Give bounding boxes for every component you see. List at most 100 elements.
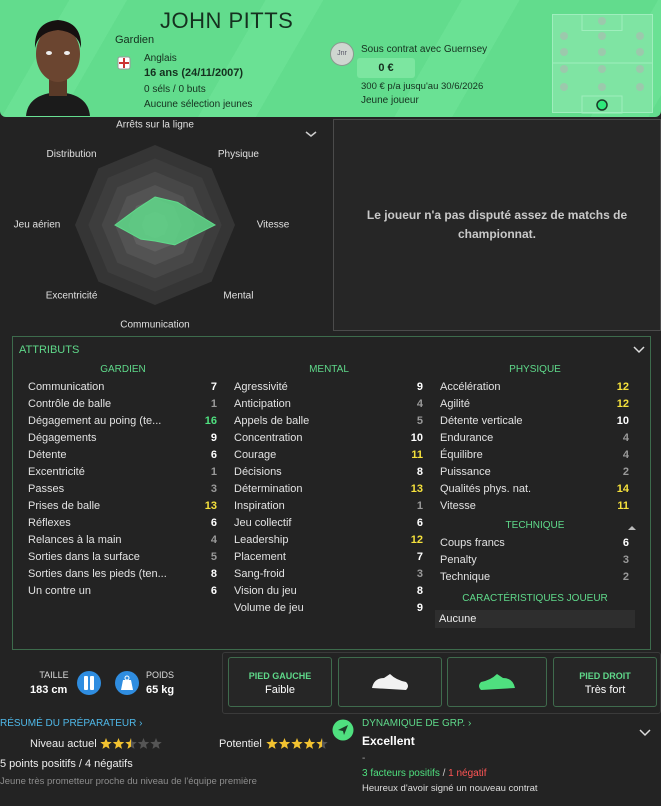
factor-separator: / [442,768,446,779]
attribute-label: Relances à la main [28,534,122,546]
flag-icon [117,56,131,70]
attribute-value: 12 [616,398,629,410]
attribute-label: Sang-froid [234,568,285,580]
attribute-value: 6 [210,585,217,597]
attribute-value: 3 [416,568,423,580]
contract-wage: 300 € p/a jusqu'au 30/6/2026 [361,81,484,92]
message-panel: Le joueur n'a pas disputé assez de match… [333,119,661,331]
contract-badge: Jnr [330,42,354,66]
sort-arrow [628,526,636,530]
trait: Aucune [435,610,635,628]
radar-axis-label: Arrêts sur la ligne [116,120,194,131]
attribute-label: Inspiration [234,500,285,512]
attribute-label: Sorties dans les pieds (ten... [28,568,167,580]
star [266,738,278,749]
attribute-value: 6 [416,517,423,529]
attribute-label: Accélération [440,381,501,393]
height-value: 183 cm [30,684,68,696]
nationality: Anglais [144,53,177,64]
radar-axis-label: Physique [218,149,260,160]
attribute-value: 10 [410,432,423,444]
attribute-label: Équilibre [440,449,483,461]
coach-title[interactable]: RÉSUMÉ DU PRÉPARATEUR › [0,718,143,729]
radar-chart: Arrêts sur la ligne Physique Vitesse Mental… [14,120,317,331]
attribute-label: Contrôle de balle [28,398,112,410]
weight-value: 65 kg [146,684,175,696]
attribute-group-title: TECHNIQUE [505,520,565,531]
position: Gardien [115,34,155,46]
dynamics-icon [332,719,354,741]
dynamics-title[interactable]: DYNAMIQUE DE GRP. › [362,718,472,729]
attribute-label: Vision du jeu [234,585,297,597]
attribute-value: 4 [622,449,629,461]
left-boot [338,657,442,707]
coach-summary: Jeune très prometteur proche du niveau d… [0,776,257,787]
attribute-value: 3 [210,483,217,495]
attribute-value: 14 [616,483,629,495]
left-foot: PIED GAUCHE Faible [228,657,332,707]
attribute-label: Agilité [440,398,470,410]
collapse-chevron [305,131,317,137]
dynamics-value: Excellent [362,734,415,748]
attribute-label: Leadership [234,534,289,546]
weight-icon [115,671,139,695]
attribute-value: 6 [210,517,217,529]
attribute-value: 16 [204,415,217,427]
attribute-value: 4 [622,432,629,444]
attribute-value: 13 [204,500,217,512]
attribute-label: Penalty [440,554,477,566]
attribute-label: Technique [440,571,491,583]
star [278,738,291,749]
coach-points: 5 points positifs / 4 négatifs [0,758,133,770]
attribute-value: 9 [210,432,217,444]
position-pitch [552,14,653,114]
expand-chevron [633,346,645,354]
attribute-value: 10 [616,415,629,427]
dynamics-chevron [639,729,651,737]
weight-label: POIDS [146,670,175,680]
attribute-value: 8 [210,568,217,580]
radar-axis-label: Communication [120,320,189,331]
attribute-group-title: MENTAL [309,364,349,375]
attribute-label: Prises de balle [28,500,101,512]
potential-label: Potentiel [219,738,262,750]
current-stars [100,738,162,749]
star [100,738,112,749]
age: 16 ans [144,67,179,79]
attribute-label: Sorties dans la surface [28,551,140,563]
youth-caps: Aucune sélection jeunes [144,99,253,110]
attribute-value: 1 [210,398,217,410]
attribute-label: Anticipation [234,398,291,410]
player-name: JOHN PITTS [160,8,294,33]
age-line: 16 ans (24/11/2007) [144,67,243,79]
negative-factors: 1 négatif [448,768,487,779]
attribute-label: Volume de jeu [234,602,304,614]
attribute-label: Détermination [234,483,303,495]
attribute-label: Courage [234,449,277,461]
attribute-label: Endurance [440,432,494,444]
attribute-label: Passes [28,483,65,495]
attributes-title: ATTRIBUTS [19,344,80,356]
attribute-value: 4 [210,534,217,546]
attribute-label: Appels de balle [234,415,310,427]
attribute-value: 13 [410,483,423,495]
star [150,738,162,749]
attribute-value: 9 [416,381,423,393]
attribute-group-title: PHYSIQUE [509,364,561,375]
star-rating [266,738,328,749]
radar-message: Le joueur n'a pas disputé assez de match… [366,208,628,241]
attribute-value: 4 [416,398,423,410]
boot-icon-right [479,674,515,690]
dynamics-note: Heureux d'avoir signé un nouveau contrat [362,783,538,794]
dynamics-dash: - [362,753,366,764]
radar-axis-label: Jeu aérien [14,220,61,231]
attribute-value: 3 [622,554,629,566]
potential-stars [266,738,328,749]
attribute-label: Concentration [234,432,303,444]
radar-axis-label: Excentricité [46,290,98,301]
attribute-value: 6 [210,449,217,461]
star [316,738,328,749]
caps: 0 séls / 0 buts [144,84,206,95]
birth-date: (24/11/2007) [181,67,244,79]
